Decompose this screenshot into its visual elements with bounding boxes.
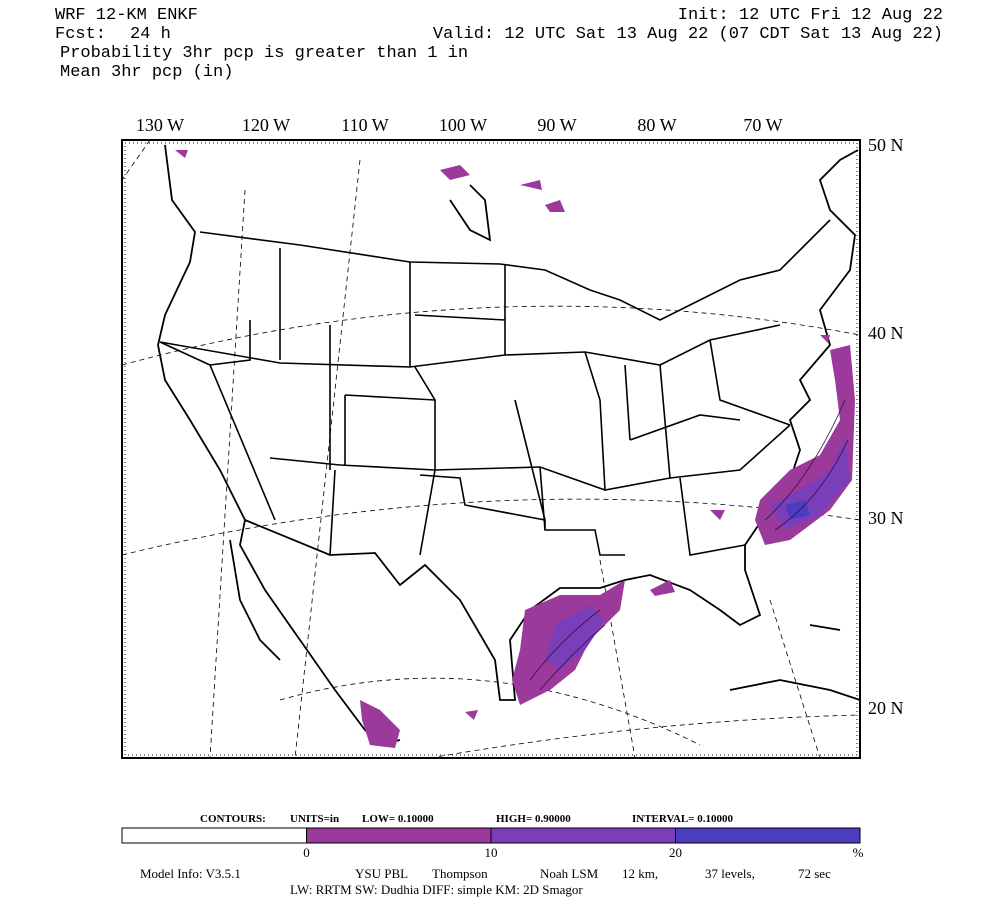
- valid-time: Valid: 12 UTC Sat 13 Aug 22 (07 CDT Sat …: [433, 25, 943, 44]
- longitude-label: 80 W: [637, 115, 676, 135]
- latitude-label: 30 N: [868, 508, 904, 528]
- latitude-label: 50 N: [868, 135, 904, 155]
- longitude-label: 120 W: [242, 115, 290, 135]
- microphysics: Thompson: [432, 866, 488, 881]
- land-surface-model: Noah LSM: [540, 866, 599, 881]
- borders: [159, 219, 831, 556]
- model-title: WRF 12-KM ENKF: [55, 6, 198, 25]
- longitude-label: 70 W: [743, 115, 782, 135]
- levels: 37 levels,: [705, 866, 755, 881]
- colorbar-segment: [306, 827, 492, 844]
- coastlines: [157, 144, 861, 746]
- longitude-label: 130 W: [136, 115, 184, 135]
- colorbar-unit: %: [853, 845, 864, 860]
- colorbar-tick-label: 10: [485, 845, 498, 860]
- colorbar: 0 10 20%: [121, 827, 864, 860]
- model-info: Model Info: V3.5.1: [140, 866, 241, 881]
- graticule: [121, 139, 861, 759]
- latitude-label: 20 N: [868, 698, 904, 718]
- init-time: Init: 12 UTC Fri 12 Aug 22: [678, 6, 943, 25]
- precipitation-areas: [175, 150, 855, 748]
- forecast-label: Fcst:: [55, 25, 106, 44]
- pbl-scheme: YSU PBL: [355, 866, 408, 881]
- latitude-label: 40 N: [868, 323, 904, 343]
- field-subtitle: Mean 3hr pcp (in): [60, 63, 233, 82]
- contours-high: HIGH= 0.90000: [496, 813, 571, 825]
- time-step: 72 sec: [798, 866, 831, 881]
- longitude-label: 90 W: [537, 115, 576, 135]
- colorbar-segment: [121, 827, 307, 844]
- resolution: 12 km,: [622, 866, 658, 881]
- forecast-hour: 24 h: [130, 25, 171, 44]
- colorbar-tick-label: 20: [669, 845, 682, 860]
- colorbar-tick-label: 0: [303, 845, 310, 860]
- field-title: Probability 3hr pcp is greater than 1 in: [60, 44, 468, 63]
- physics-info: LW: RRTM SW: Dudhia DIFF: simple KM: 2D …: [290, 882, 583, 897]
- contours-label: CONTOURS:: [200, 813, 266, 825]
- contours-units: UNITS=in: [290, 813, 339, 825]
- longitude-label: 110 W: [341, 115, 389, 135]
- colorbar-segment: [675, 827, 861, 844]
- contours-low: LOW= 0.10000: [362, 813, 434, 825]
- colorbar-segment: [490, 827, 676, 844]
- map-frame: [121, 139, 861, 759]
- map: 130 W 120 W 110 W 100 W 90 W 80 W 70 W 50 N 40 N…: [121, 115, 904, 759]
- contours-interval: INTERVAL= 0.10000: [632, 813, 734, 825]
- longitude-label: 100 W: [439, 115, 487, 135]
